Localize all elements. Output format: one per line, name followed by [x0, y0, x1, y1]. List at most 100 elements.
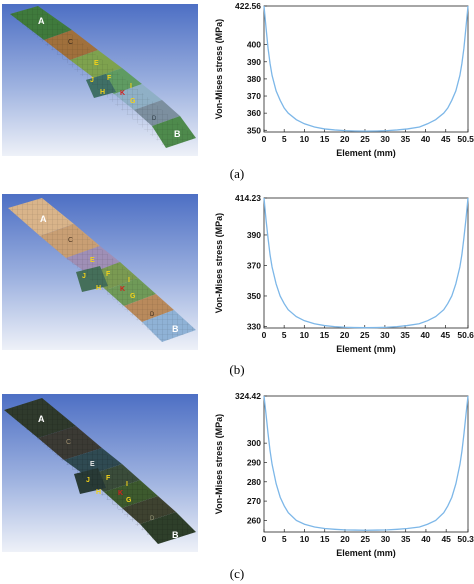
panel-c: A C E F I J H K G D B 0 5 10 15 20 25 30 35 40 45… [0, 390, 474, 584]
label-e: E [90, 257, 95, 264]
label-b: B [172, 530, 179, 540]
fem-model-a: A C E F I J H K G D B [2, 4, 198, 156]
label-g: G [126, 497, 132, 504]
label-a: A [38, 414, 45, 424]
y-tick-label: 414.23 [235, 193, 261, 203]
label-a: A [38, 16, 45, 26]
x-axis-label: Element (mm) [336, 148, 396, 158]
x-tick-label: 0 [262, 134, 267, 144]
x-tick-label: 50.62 [457, 330, 474, 340]
label-e: E [94, 60, 99, 67]
x-tick-label: 10 [300, 134, 310, 144]
label-i: I [126, 481, 128, 488]
x-tick-label: 15 [320, 534, 330, 544]
y-tick-label: 300 [247, 438, 261, 448]
label-h: H [96, 489, 101, 496]
x-tick-label: 40 [420, 330, 430, 340]
y-axis-label: Von-Mises stress (MPa) [214, 414, 224, 514]
y-tick-label: 360 [247, 108, 261, 118]
x-tick-label: 25 [360, 134, 370, 144]
y-tick-label: 400 [247, 40, 261, 50]
y-tick-label: 290 [247, 457, 261, 467]
plot-area [263, 395, 469, 533]
label-j: J [82, 273, 86, 280]
stress-series-line [263, 5, 469, 132]
x-tick-label: 45 [441, 330, 451, 340]
label-k: K [118, 490, 123, 497]
x-axis-label: Element (mm) [336, 344, 396, 354]
caption-b: (b) [229, 362, 245, 377]
y-axis-label: Von-Mises stress (MPa) [214, 19, 224, 119]
label-k: K [120, 90, 125, 97]
stress-chart-c: 0 5 10 15 20 25 30 35 40 45 50.39 260 270 280 290 300 32… [214, 391, 474, 558]
y-tick-label: 380 [247, 74, 261, 84]
label-b: B [172, 324, 179, 334]
x-tick-label: 5 [282, 134, 287, 144]
fem-model-c: A C E F I J H K G D B [2, 394, 198, 552]
x-tick-label: 20 [340, 330, 350, 340]
label-g: G [130, 98, 136, 105]
label-h: H [100, 89, 105, 96]
x-tick-label: 40 [421, 134, 431, 144]
y-axis-label: Von-Mises stress (MPa) [214, 213, 224, 313]
plot-area [263, 197, 469, 329]
x-tick-label: 5 [282, 534, 287, 544]
y-tick-label: 330 [247, 321, 261, 331]
label-c: C [68, 39, 73, 46]
label-i: I [130, 83, 132, 90]
label-h: H [96, 285, 101, 292]
y-tick-label: 324.42 [235, 391, 261, 401]
stress-series-line [263, 197, 469, 329]
stress-chart-b: 0 5 10 15 20 25 30 35 40 45 50.62 330 350 370 390 414.2… [214, 193, 474, 354]
x-tick-label: 35 [400, 330, 410, 340]
y-tick-label: 260 [247, 515, 261, 525]
label-d: D [150, 312, 155, 318]
label-f: F [107, 75, 112, 82]
panel-a: A C E F I J H K G D B 0 5 10 15 20 25 30 35 40 45… [0, 0, 474, 184]
y-tick-label: 390 [247, 230, 261, 240]
label-c: C [68, 237, 73, 244]
x-tick-label: 5 [282, 330, 287, 340]
x-tick-label: 20 [340, 134, 350, 144]
x-tick-label: 45 [441, 134, 451, 144]
y-tick-label: 370 [247, 260, 261, 270]
x-tick-label: 10 [300, 534, 310, 544]
x-tick-label: 50.39 [457, 534, 474, 544]
label-i: I [128, 277, 130, 284]
x-tick-label: 35 [401, 134, 411, 144]
label-a: A [40, 214, 47, 224]
y-tick-label: 390 [247, 57, 261, 67]
y-tick-label: 350 [247, 125, 261, 135]
label-f: F [106, 475, 111, 482]
fem-model-b: A C E F I J H K G D B [2, 194, 198, 350]
x-tick-label: 25 [360, 330, 370, 340]
y-tick-label: 350 [247, 291, 261, 301]
caption-c: (c) [229, 566, 245, 581]
label-d: D [150, 516, 155, 522]
x-tick-label: 25 [360, 534, 370, 544]
label-k: K [120, 286, 125, 293]
plot-area [263, 5, 469, 133]
x-tick-label: 45 [441, 534, 451, 544]
label-c: C [66, 439, 71, 446]
x-tick-label: 30 [381, 534, 391, 544]
label-g: G [130, 293, 136, 300]
x-tick-label: 10 [300, 330, 310, 340]
x-tick-label: 15 [320, 330, 330, 340]
panel-b: A C E F I J H K G D B 0 5 10 15 20 25 30 35 40 45… [0, 192, 474, 382]
x-tick-label: 30 [380, 134, 390, 144]
x-tick-label: 0 [262, 330, 267, 340]
x-tick-label: 0 [262, 534, 267, 544]
label-e: E [90, 461, 95, 468]
label-j: J [90, 77, 94, 84]
y-tick-label: 370 [247, 91, 261, 101]
label-d: D [152, 116, 157, 122]
stress-series-line [263, 395, 469, 531]
x-axis-label: Element (mm) [336, 548, 396, 558]
x-tick-label: 40 [421, 534, 431, 544]
x-tick-label: 15 [320, 134, 330, 144]
x-tick-label: 35 [401, 534, 411, 544]
caption-a: (a) [229, 166, 245, 181]
label-b: B [174, 129, 181, 139]
stress-chart-a: 0 5 10 15 20 25 30 35 40 45 50.51 350 360 370 380 390 40… [214, 1, 474, 158]
